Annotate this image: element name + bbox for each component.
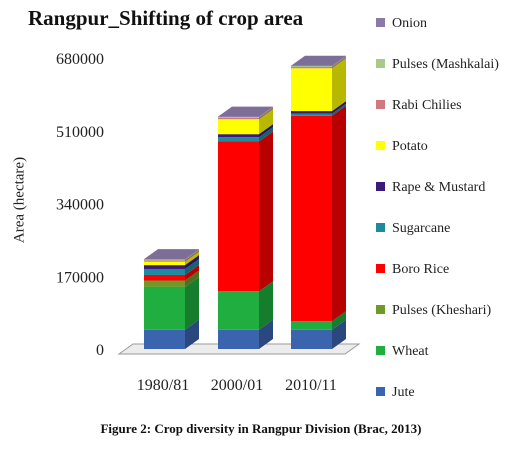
bar-segment-side bbox=[185, 276, 199, 330]
legend-entry: Onion bbox=[392, 16, 427, 31]
bar-segment-side bbox=[259, 319, 273, 349]
legend-entry: Sugarcane bbox=[392, 221, 450, 236]
bar-segment-side bbox=[259, 109, 273, 135]
bar-segment-side bbox=[185, 251, 199, 266]
bar-segment-side bbox=[185, 319, 199, 349]
legend-swatch bbox=[376, 223, 385, 232]
bar-segment bbox=[218, 117, 259, 118]
bar-segment-side bbox=[332, 311, 346, 330]
bar-segment bbox=[218, 291, 259, 330]
legend-entry: Pulses (Kheshari) bbox=[392, 303, 491, 318]
bar-segment bbox=[218, 134, 259, 138]
bar-segment-side bbox=[185, 250, 199, 262]
bar-segment bbox=[144, 286, 185, 330]
legend-entry: Boro Rice bbox=[392, 262, 449, 277]
bar-segment-side bbox=[259, 106, 273, 118]
bar-segment-side bbox=[332, 55, 346, 67]
legend-entry: Jute bbox=[392, 385, 415, 400]
bar-segment bbox=[144, 265, 185, 269]
bar-top-face bbox=[291, 55, 346, 66]
bar-segment bbox=[291, 68, 332, 112]
bar-top-face bbox=[144, 249, 199, 260]
legend-swatch bbox=[376, 141, 385, 150]
y-tick-label: 170000 bbox=[56, 269, 104, 286]
bar-segment-side bbox=[259, 107, 273, 120]
legend-entry: Rape & Mustard bbox=[392, 180, 485, 195]
x-tick-label: 2010/11 bbox=[285, 377, 337, 394]
bar-segment bbox=[291, 115, 332, 322]
legend-entry: Rabi Chilies bbox=[392, 98, 462, 113]
figure-caption: Figure 2: Crop diversity in Rangpur Divi… bbox=[100, 421, 422, 436]
bar-segment bbox=[218, 137, 259, 142]
bar-segment bbox=[291, 111, 332, 114]
bar-segment-side bbox=[332, 105, 346, 322]
bar-top-face bbox=[218, 106, 273, 117]
bar-segment-side bbox=[332, 101, 346, 114]
bar-segment bbox=[291, 65, 332, 67]
bar-segment bbox=[144, 268, 185, 275]
legend-swatch bbox=[376, 59, 385, 68]
bar-segment bbox=[218, 119, 259, 135]
legend-entry: Wheat bbox=[392, 344, 429, 359]
legend-swatch bbox=[376, 346, 385, 355]
bar-segment-side bbox=[185, 264, 199, 281]
x-tick-label: 1980/81 bbox=[137, 377, 189, 394]
legend-swatch bbox=[376, 387, 385, 396]
chart-title: Rangpur_Shifting of crop area bbox=[28, 6, 304, 30]
legend-swatch bbox=[376, 18, 385, 27]
bar-segment bbox=[218, 141, 259, 292]
bar-segment-side bbox=[332, 319, 346, 349]
bar-segment-side bbox=[259, 127, 273, 142]
bar-segment bbox=[144, 274, 185, 281]
bar-segment bbox=[291, 329, 332, 349]
bar-segment bbox=[218, 329, 259, 349]
y-tick-label: 510000 bbox=[56, 124, 104, 141]
legend-swatch bbox=[376, 305, 385, 314]
legend-swatch bbox=[376, 100, 385, 109]
bar-segment-side bbox=[332, 56, 346, 67]
legend-entry: Pulses (Mashkalai) bbox=[392, 57, 499, 72]
bar-segment bbox=[291, 113, 332, 116]
legend-swatch bbox=[376, 264, 385, 273]
bar-segment bbox=[218, 117, 259, 120]
bar-segment-side bbox=[185, 249, 199, 261]
x-tick-label: 2000/01 bbox=[211, 377, 263, 394]
y-tick-label: 680000 bbox=[56, 51, 104, 68]
bar-segment-side bbox=[332, 58, 346, 112]
y-tick-label: 340000 bbox=[56, 197, 104, 214]
bar-segment-side bbox=[185, 249, 199, 260]
bar-segment-side bbox=[185, 255, 199, 269]
bar-segment-side bbox=[259, 107, 273, 118]
bar-segment bbox=[144, 329, 185, 349]
bar-segment-side bbox=[259, 131, 273, 292]
bar-segment-side bbox=[185, 258, 199, 275]
legend-swatch bbox=[376, 182, 385, 191]
bar-segment bbox=[291, 321, 332, 330]
bar-segment-side bbox=[259, 124, 273, 138]
bar-segment-side bbox=[332, 56, 346, 69]
bar-segment bbox=[291, 66, 332, 67]
legend-entry: Potato bbox=[392, 139, 428, 154]
bar-segment bbox=[144, 280, 185, 287]
bar-segment bbox=[144, 259, 185, 260]
bar-segment bbox=[144, 261, 185, 266]
bar-segment bbox=[144, 260, 185, 262]
bar-segment-side bbox=[332, 103, 346, 116]
bar-segment bbox=[291, 66, 332, 69]
bar-segment bbox=[144, 259, 185, 261]
bar-segment bbox=[218, 116, 259, 118]
y-tick-label: 0 bbox=[96, 342, 104, 359]
bar-segment-side bbox=[259, 281, 273, 330]
bar-segment-side bbox=[185, 270, 199, 287]
